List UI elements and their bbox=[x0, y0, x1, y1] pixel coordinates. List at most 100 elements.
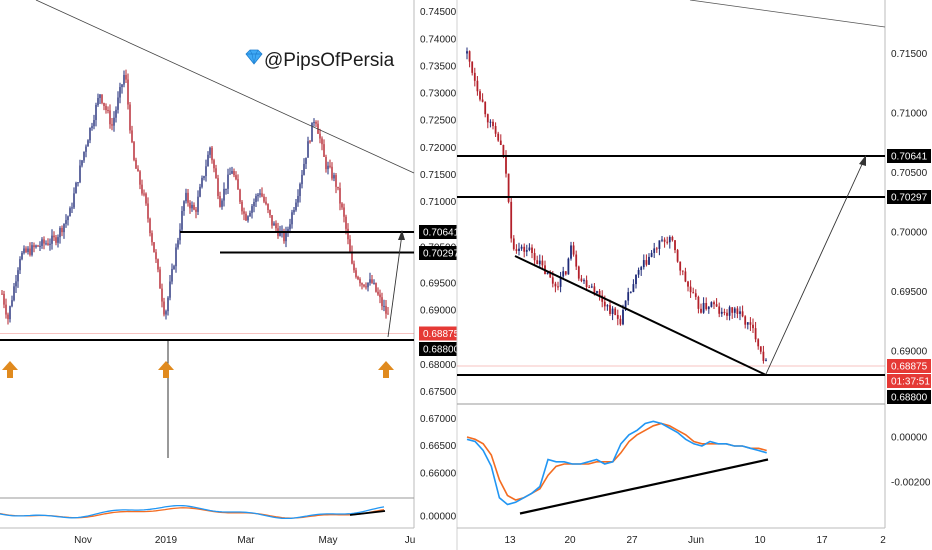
candle-body bbox=[27, 249, 28, 252]
candle-body bbox=[139, 171, 140, 184]
candle-body bbox=[109, 110, 110, 124]
candle-body bbox=[731, 307, 733, 313]
left-candle bbox=[373, 279, 374, 284]
left-candle bbox=[131, 126, 132, 143]
left-candle bbox=[1, 290, 2, 295]
right-x-tick: 13 bbox=[504, 535, 516, 546]
right-candle bbox=[635, 274, 637, 288]
candle-body bbox=[79, 166, 80, 183]
candle-body bbox=[757, 339, 759, 346]
left-level-tag-2: 0.70297 bbox=[423, 249, 460, 260]
candle-body bbox=[227, 175, 228, 189]
right-candle bbox=[471, 61, 473, 75]
candle-body bbox=[471, 62, 473, 73]
candle-body bbox=[700, 309, 702, 313]
left-y-tick: 0.67000 bbox=[420, 414, 457, 425]
left-candle bbox=[37, 245, 38, 247]
candle-body bbox=[371, 279, 372, 283]
left-candle bbox=[307, 137, 308, 158]
candle-body bbox=[638, 270, 640, 275]
right-candle bbox=[734, 307, 736, 318]
left-candle bbox=[383, 300, 384, 311]
candle-body bbox=[690, 287, 692, 293]
right-candle bbox=[679, 261, 681, 275]
left-candle bbox=[155, 249, 156, 263]
candle-body bbox=[299, 184, 300, 196]
candle-body bbox=[363, 285, 364, 287]
right-candle bbox=[544, 261, 546, 275]
left-candle bbox=[41, 237, 42, 249]
right-candle bbox=[700, 304, 702, 314]
candle-body bbox=[586, 280, 588, 287]
candle-body bbox=[305, 158, 306, 164]
candle-body bbox=[105, 106, 106, 110]
candle-body bbox=[666, 242, 668, 243]
right-candle bbox=[760, 346, 762, 354]
candle-body bbox=[633, 284, 635, 292]
right-candle bbox=[588, 285, 590, 288]
right-candle bbox=[505, 150, 507, 177]
candle-body bbox=[703, 303, 705, 313]
candle-body bbox=[726, 313, 728, 316]
candle-body bbox=[555, 284, 557, 287]
right-candle bbox=[698, 296, 700, 314]
left-candle bbox=[363, 284, 364, 287]
right-oscillator bbox=[467, 421, 768, 513]
left-candle bbox=[159, 267, 160, 289]
candle-body bbox=[617, 315, 619, 319]
left-candle bbox=[211, 146, 212, 164]
left-candle bbox=[327, 162, 328, 175]
candle-body bbox=[500, 141, 502, 145]
left-candle bbox=[337, 187, 338, 190]
right-candle bbox=[513, 235, 515, 251]
left-candle bbox=[315, 120, 316, 127]
candle-body bbox=[215, 168, 216, 178]
right-candle bbox=[664, 237, 666, 247]
left-y-tick: 0.66000 bbox=[420, 468, 457, 479]
left-candles bbox=[1, 70, 388, 325]
candle-body bbox=[630, 292, 632, 293]
left-candle bbox=[285, 227, 286, 247]
right-candle bbox=[669, 235, 671, 248]
candle-body bbox=[61, 228, 62, 232]
right-level-tag-3: 0.68800 bbox=[891, 393, 928, 404]
candle-body bbox=[145, 194, 146, 204]
candle-body bbox=[117, 98, 118, 110]
candle-body bbox=[169, 282, 170, 298]
left-candle bbox=[333, 173, 334, 181]
right-candle bbox=[677, 249, 679, 263]
left-x-tick: Mar bbox=[237, 535, 255, 546]
candle-body bbox=[9, 306, 10, 319]
right-candle bbox=[534, 249, 536, 267]
candle-body bbox=[351, 252, 352, 263]
right-candle bbox=[614, 307, 616, 315]
left-candle bbox=[343, 204, 344, 223]
left-candle bbox=[305, 158, 306, 169]
candle-body bbox=[513, 238, 515, 249]
left-y-tick: 0.69500 bbox=[420, 278, 457, 289]
left-candle bbox=[309, 140, 310, 144]
candle-body bbox=[151, 233, 152, 242]
up-arrow-icon bbox=[378, 361, 394, 378]
right-candle bbox=[711, 301, 713, 307]
left-candle bbox=[205, 160, 206, 182]
candle-body bbox=[565, 271, 567, 274]
candle-body bbox=[479, 91, 481, 99]
candle-body bbox=[37, 246, 38, 247]
candle-body bbox=[173, 266, 174, 269]
left-candle bbox=[207, 151, 208, 167]
right-candle bbox=[724, 309, 726, 316]
candle-body bbox=[385, 306, 386, 314]
left-candle bbox=[195, 207, 196, 218]
right-candle bbox=[562, 267, 564, 278]
right-candle bbox=[750, 317, 752, 331]
candle-body bbox=[87, 140, 88, 146]
left-candle bbox=[69, 206, 70, 216]
candle-body bbox=[622, 310, 624, 324]
candle-body bbox=[594, 286, 596, 293]
candle-body bbox=[237, 179, 238, 189]
candle-body bbox=[345, 217, 346, 229]
right-candle bbox=[539, 255, 541, 267]
candle-body bbox=[664, 240, 666, 242]
right-candles bbox=[466, 48, 767, 364]
